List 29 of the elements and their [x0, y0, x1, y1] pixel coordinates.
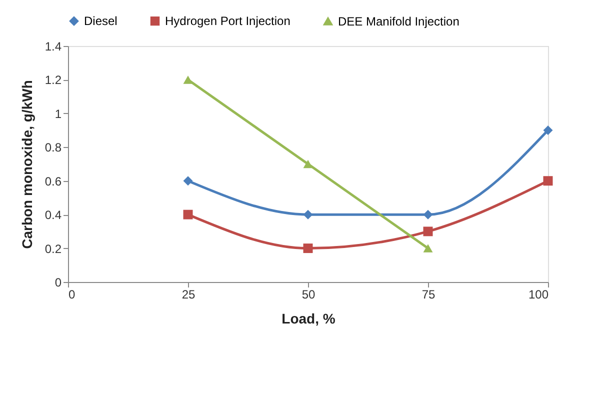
y-tick-label: 1.4 — [44, 40, 62, 54]
point — [423, 226, 433, 236]
x-axis-title: Load, % — [282, 310, 336, 326]
point — [543, 126, 553, 136]
x-tick-label: 25 — [182, 288, 196, 302]
y-tick-label: 1.2 — [44, 73, 62, 88]
x-tick-label: 50 — [302, 288, 316, 302]
x-tick-label: 75 — [422, 288, 436, 302]
point — [423, 244, 433, 252]
y-tick-label: 0.6 — [44, 174, 62, 188]
x-tick-label: 100 — [528, 288, 549, 302]
y-tick-label: 0.4 — [44, 208, 62, 222]
point — [303, 244, 313, 254]
legend-label: Hydrogen Port Injection — [165, 14, 290, 28]
point — [183, 210, 193, 220]
legend-label: Diesel — [84, 14, 118, 28]
point — [303, 160, 313, 168]
y-axis-title: Carbon monoxide, g/kWh — [18, 80, 35, 249]
point — [183, 176, 193, 186]
point — [423, 210, 433, 220]
x-tick-label: 0 — [68, 288, 76, 302]
y-tick-label: 0 — [54, 276, 62, 290]
point — [303, 210, 313, 220]
legend-label: DEE Manifold Injection — [338, 14, 460, 28]
y-tick-label: 1 — [54, 106, 62, 121]
y-tick-label: 0.8 — [44, 140, 62, 155]
y-tick-label: 0.2 — [44, 242, 62, 256]
point — [543, 176, 553, 186]
point — [183, 76, 193, 84]
